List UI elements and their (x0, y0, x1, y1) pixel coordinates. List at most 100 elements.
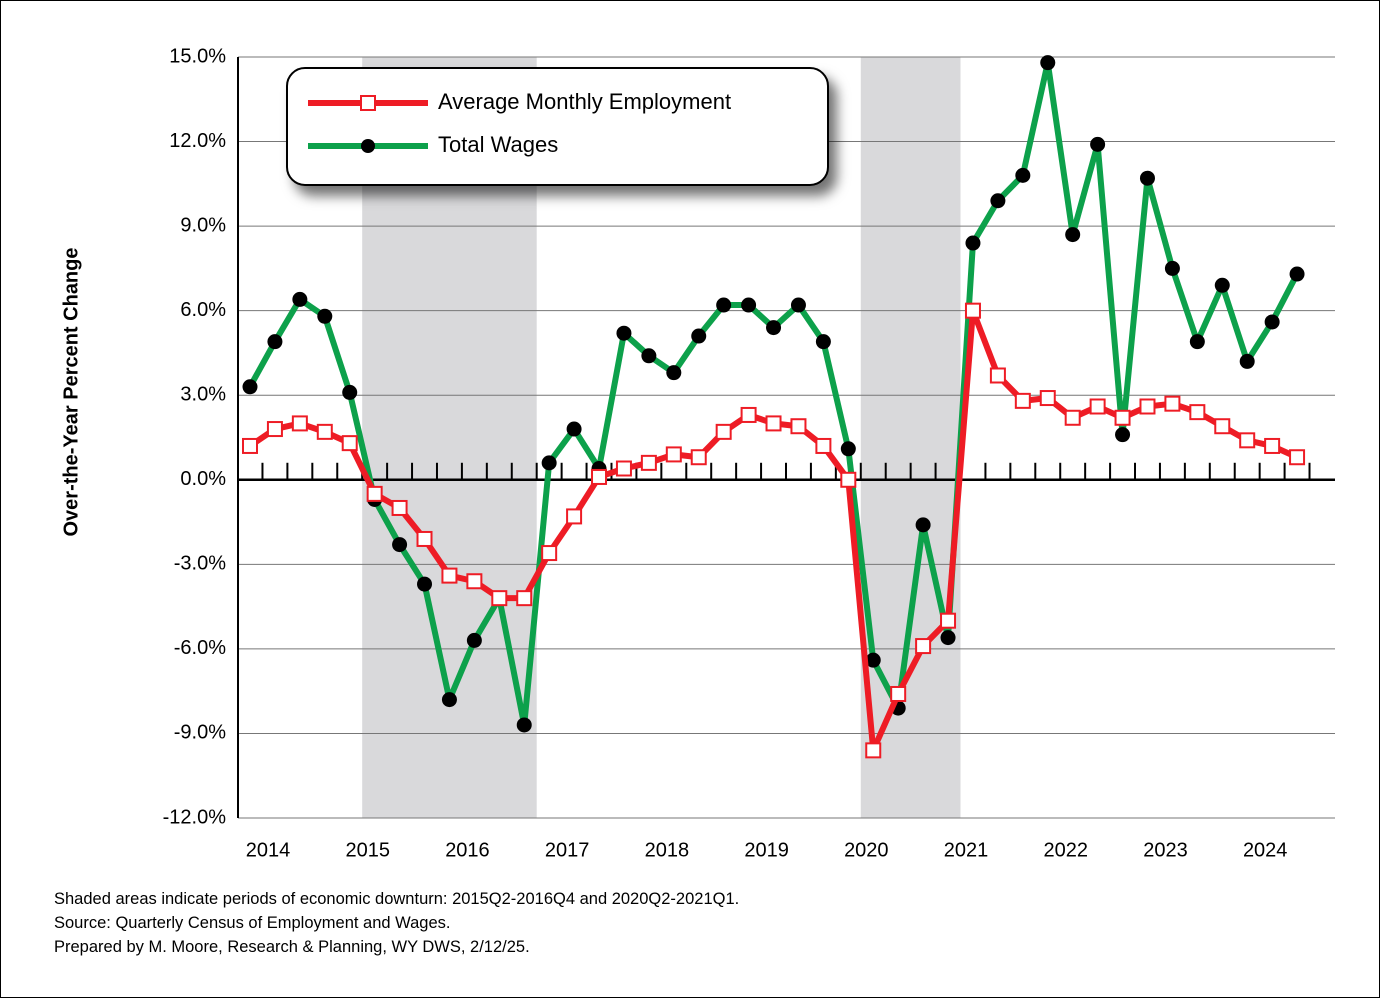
point (691, 328, 707, 344)
point (417, 576, 433, 592)
point (392, 537, 408, 553)
point (1164, 395, 1181, 412)
y-tick-label: 9.0% (180, 214, 226, 236)
point (466, 573, 483, 590)
point (1264, 437, 1281, 454)
point (1115, 427, 1131, 443)
point (1239, 353, 1255, 369)
point (316, 423, 333, 440)
x-tick-label: 2015 (345, 839, 390, 861)
point (1214, 418, 1231, 435)
point (566, 421, 582, 437)
legend: Average Monthly Employment Total Wages (286, 67, 829, 186)
point (965, 235, 981, 251)
point (940, 630, 956, 646)
point (416, 530, 433, 547)
plot-layer (242, 55, 1306, 759)
point (491, 590, 508, 607)
point (342, 384, 358, 400)
point (890, 685, 907, 702)
point (1039, 390, 1056, 407)
legend-label: Total Wages (438, 132, 558, 157)
point (940, 612, 957, 629)
point (964, 302, 981, 319)
y-tick-label: -6.0% (174, 637, 226, 659)
point (466, 632, 482, 648)
downturn-shade (860, 57, 961, 818)
point (840, 441, 856, 457)
point (790, 297, 806, 313)
point (990, 193, 1006, 209)
y-tick-label: 0.0% (180, 468, 226, 490)
y-tick-label: -9.0% (174, 722, 226, 744)
point (641, 348, 657, 364)
point (566, 508, 583, 525)
x-tick-label: 2014 (246, 839, 291, 861)
notes: Shaded areas indicate periods of economi… (54, 890, 739, 956)
point (292, 291, 308, 307)
point (690, 449, 707, 466)
point (1189, 404, 1206, 421)
y-tick-label: -3.0% (174, 553, 226, 575)
point (317, 308, 333, 324)
point (790, 418, 807, 435)
point (441, 567, 458, 584)
point (516, 717, 532, 733)
legend-box (286, 67, 829, 186)
point (615, 460, 632, 477)
point (242, 437, 258, 454)
point (516, 590, 533, 607)
point (766, 320, 782, 336)
point (1014, 392, 1031, 409)
point (989, 367, 1006, 384)
point (291, 415, 308, 432)
x-tick-label: 2023 (1143, 839, 1188, 861)
point (1189, 334, 1205, 350)
point (341, 435, 358, 452)
point (541, 545, 558, 562)
point (441, 692, 457, 708)
point (591, 468, 608, 485)
point (740, 406, 757, 423)
point (1264, 314, 1280, 330)
point (1214, 277, 1230, 293)
point (1289, 266, 1305, 282)
point (915, 638, 932, 655)
footnote: Prepared by M. Moore, Research & Plannin… (54, 938, 530, 956)
point (715, 423, 732, 440)
y-tick-label: 3.0% (180, 384, 226, 406)
legend-label: Average Monthly Employment (438, 89, 731, 114)
point (640, 454, 657, 471)
point (716, 297, 732, 313)
point (1114, 409, 1131, 426)
x-tick-label: 2017 (545, 839, 590, 861)
x-tick-label: 2016 (445, 839, 490, 861)
y-tick-label: -12.0% (163, 806, 227, 828)
x-tick-label: 2022 (1044, 839, 1089, 861)
x-tick-label: 2024 (1243, 839, 1288, 861)
point (267, 334, 283, 350)
y-tick-label: 15.0% (169, 45, 226, 67)
point (266, 421, 283, 438)
point (1090, 136, 1106, 152)
point (666, 365, 682, 381)
point (915, 517, 931, 533)
y-tick-label: 6.0% (180, 299, 226, 321)
point (815, 334, 831, 350)
point (616, 325, 632, 341)
point (242, 379, 258, 395)
point (840, 471, 857, 488)
point (391, 499, 408, 516)
point (1139, 398, 1156, 415)
x-tick-label: 2018 (645, 839, 690, 861)
legend-marker (361, 139, 375, 153)
y-axis-label: Over-the-Year Percent Change (60, 248, 82, 537)
point (1065, 227, 1081, 243)
x-tick-label: 2021 (944, 839, 989, 861)
point (1289, 449, 1306, 466)
x-tick-label: 2019 (744, 839, 789, 861)
grid-layer: -12.0% -9.0% -6.0% -3.0% 0.0% 3.0% 6.0% 9.0% 12.… (163, 45, 1335, 861)
point (1064, 409, 1081, 426)
point (541, 455, 557, 471)
